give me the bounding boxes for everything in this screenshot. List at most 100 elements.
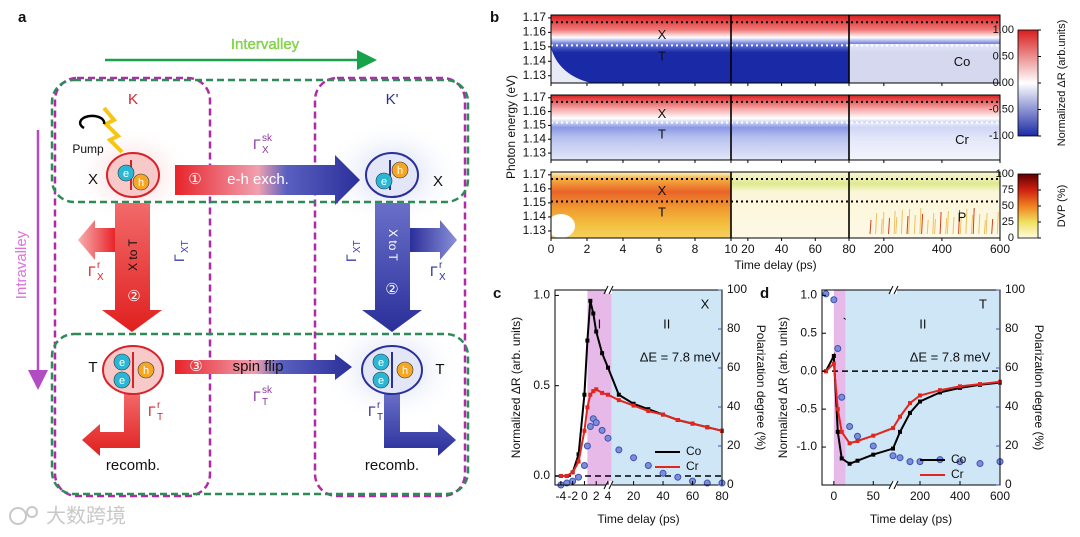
watermark-text: 大数跨境 <box>46 504 126 527</box>
x-tick-label: 2 <box>584 242 591 256</box>
electron-label: e <box>381 176 387 188</box>
x-tick-label: 60 <box>809 242 823 256</box>
y-tick-label: 1.14 <box>523 53 547 67</box>
y-tick-label: 1.17 <box>523 167 547 181</box>
y-tick-label: 0.5 <box>533 378 550 392</box>
x-tick-label: 0 <box>830 489 837 503</box>
heatmap-streak <box>978 213 981 235</box>
state-label: X <box>433 173 443 190</box>
y-tick-label: 0.5 <box>800 325 817 339</box>
marker <box>591 389 596 394</box>
colorbar-label: Normalized ΔR (arb.units) <box>1056 20 1068 147</box>
marker <box>958 384 962 389</box>
arrow-x-to-t-left <box>102 203 162 332</box>
y-tick-label: 1.14 <box>523 209 547 223</box>
plot-frame <box>821 289 1001 486</box>
axis-break <box>888 285 894 295</box>
y2-tick-label: 60 <box>1005 360 1019 374</box>
axis-break <box>893 480 899 490</box>
marker <box>616 398 621 403</box>
y2-tick-label: 40 <box>1005 399 1019 413</box>
plot-frame <box>550 14 1001 84</box>
rate-superscript: r <box>97 260 101 271</box>
rate-subscript: X <box>97 272 104 283</box>
heatmap-streak <box>888 217 890 235</box>
state-label: T <box>435 361 444 378</box>
panel-a: a Intervalley Intravalley K K' Pump X X … <box>13 9 470 498</box>
rate-label: ΓXT <box>171 240 191 262</box>
rate-subscript: T <box>377 412 383 423</box>
x-tick-label: -4 <box>556 489 567 503</box>
heatmap-streak <box>939 211 942 235</box>
x-tick-label: 2 <box>593 489 600 503</box>
marker <box>576 452 581 457</box>
heatmap <box>731 172 1000 238</box>
rate-subscript: XT <box>352 240 363 253</box>
arrow-step-1 <box>175 155 360 205</box>
x-tick-label: 200 <box>874 242 894 256</box>
heatmap-streak <box>869 219 872 235</box>
rate-label: ΓXsk <box>253 133 273 156</box>
marker <box>582 428 587 433</box>
state-label: X <box>658 183 667 198</box>
heatmap-streak <box>983 219 986 235</box>
colorbar-tick-label: 100 <box>996 168 1014 180</box>
y-tick-label: 1.14 <box>523 131 547 145</box>
y2-tick-label: 100 <box>727 282 747 296</box>
colorbar <box>1017 29 1039 137</box>
arrow-xr-left <box>78 220 115 260</box>
x-tick-label: 4 <box>605 489 612 503</box>
marker <box>938 390 942 395</box>
colorbar-tick-label: 50 <box>1002 200 1014 212</box>
marker <box>831 361 836 366</box>
marker <box>661 412 666 417</box>
pump-helicity <box>78 114 106 130</box>
heatmap-streak <box>926 219 929 235</box>
marker <box>690 421 695 426</box>
y2-tick-label: 80 <box>1005 321 1019 335</box>
heatmap-streak <box>913 214 916 235</box>
heatmap-streak <box>880 218 883 235</box>
marker <box>600 351 605 356</box>
plot-frame <box>550 94 1001 161</box>
heatmap-patch <box>551 48 591 83</box>
marker <box>956 458 964 466</box>
marker <box>631 403 636 408</box>
marker <box>896 454 904 462</box>
electron-label: e <box>119 357 125 369</box>
x-tick-label: 80 <box>842 242 856 256</box>
heatmap-streak <box>985 212 988 235</box>
hole-label: h <box>397 165 403 177</box>
marker <box>564 473 569 478</box>
arrow-step-3 <box>175 354 352 380</box>
y2-tick-label: 20 <box>1005 438 1019 452</box>
recomb-label: recomb. <box>365 457 419 474</box>
marker <box>582 392 587 397</box>
y-tick-label: 1.13 <box>523 223 547 237</box>
electron <box>372 371 390 389</box>
step-text: e-h exch. <box>227 171 289 188</box>
state-label: Co <box>954 54 971 69</box>
marker <box>588 298 593 303</box>
y-tick-label: -1.0 <box>796 439 817 453</box>
hole <box>391 161 409 179</box>
marker <box>604 434 612 442</box>
heatmap-streak <box>946 210 949 235</box>
marker <box>871 433 876 438</box>
rate-label: ΓXT <box>343 240 363 262</box>
marker <box>606 365 610 370</box>
axis-break-gap <box>606 481 612 489</box>
legend-label: Cr <box>951 467 964 481</box>
rate-label: ΓXr <box>430 260 446 283</box>
marker <box>871 452 876 457</box>
panel-label: b <box>490 9 499 26</box>
rate-label: ΓTsk <box>253 385 273 408</box>
colorbar <box>1017 173 1039 239</box>
valley-k-box <box>53 76 212 498</box>
recomb-label: recomb. <box>106 457 160 474</box>
panel-label: d <box>760 285 769 302</box>
x-tick-label: 4 <box>620 242 627 256</box>
rate-symbol: Γ <box>148 403 156 419</box>
